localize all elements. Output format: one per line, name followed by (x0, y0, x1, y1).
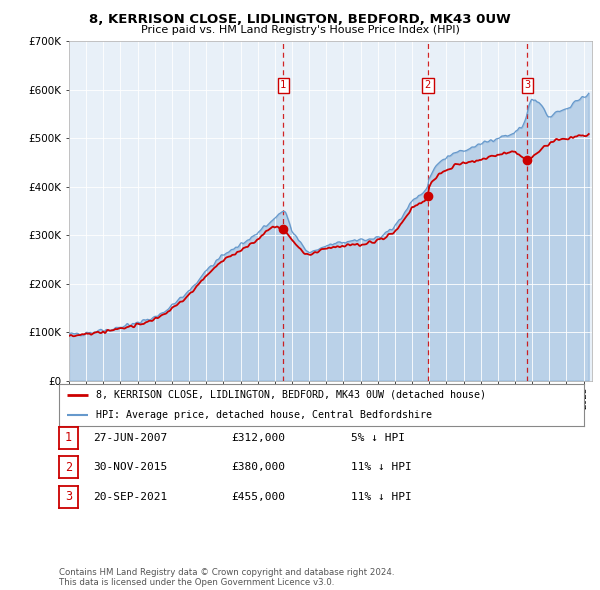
Text: 8, KERRISON CLOSE, LIDLINGTON, BEDFORD, MK43 0UW (detached house): 8, KERRISON CLOSE, LIDLINGTON, BEDFORD, … (95, 390, 485, 400)
Text: Price paid vs. HM Land Registry's House Price Index (HPI): Price paid vs. HM Land Registry's House … (140, 25, 460, 35)
Text: 3: 3 (524, 80, 530, 90)
Text: £380,000: £380,000 (231, 463, 285, 472)
Text: 5% ↓ HPI: 5% ↓ HPI (351, 433, 405, 442)
Text: £455,000: £455,000 (231, 492, 285, 502)
Text: 27-JUN-2007: 27-JUN-2007 (93, 433, 167, 442)
Text: 1: 1 (65, 431, 72, 444)
Text: 2: 2 (65, 461, 72, 474)
Text: 11% ↓ HPI: 11% ↓ HPI (351, 463, 412, 472)
Text: 30-NOV-2015: 30-NOV-2015 (93, 463, 167, 472)
Text: 11% ↓ HPI: 11% ↓ HPI (351, 492, 412, 502)
Text: 1: 1 (280, 80, 286, 90)
Text: HPI: Average price, detached house, Central Bedfordshire: HPI: Average price, detached house, Cent… (95, 409, 431, 419)
Text: £312,000: £312,000 (231, 433, 285, 442)
Text: 8, KERRISON CLOSE, LIDLINGTON, BEDFORD, MK43 0UW: 8, KERRISON CLOSE, LIDLINGTON, BEDFORD, … (89, 13, 511, 26)
Text: 2: 2 (425, 80, 431, 90)
Text: 20-SEP-2021: 20-SEP-2021 (93, 492, 167, 502)
Text: 3: 3 (65, 490, 72, 503)
Text: Contains HM Land Registry data © Crown copyright and database right 2024.
This d: Contains HM Land Registry data © Crown c… (59, 568, 394, 587)
